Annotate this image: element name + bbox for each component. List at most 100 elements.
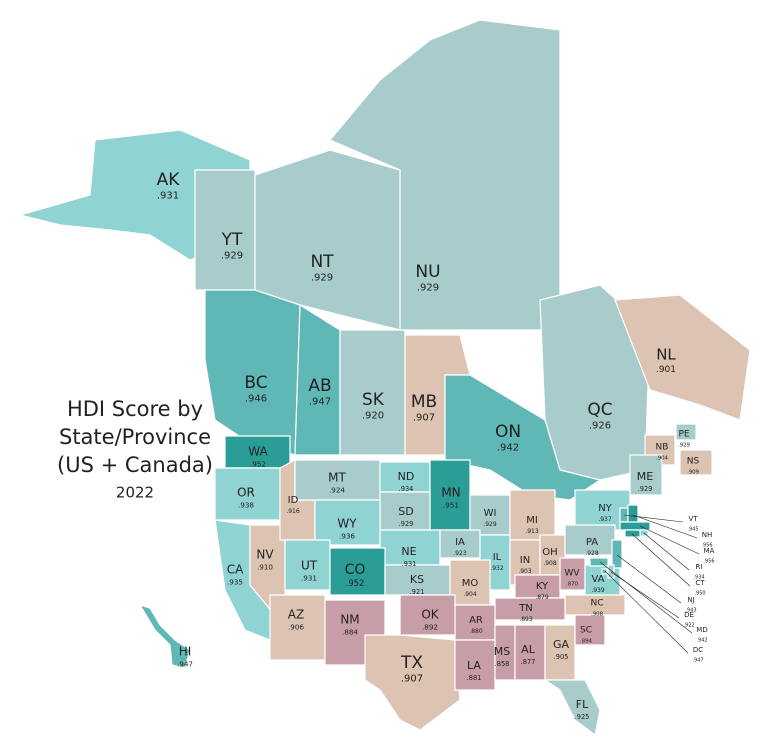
- region-code: ME: [637, 470, 653, 483]
- region: [17, 129, 251, 261]
- region-code: SC: [580, 626, 592, 636]
- region-code: DC: [693, 646, 703, 654]
- region-value: .922: [683, 622, 694, 628]
- region-code: SK: [362, 390, 385, 410]
- region-code: GA: [553, 638, 570, 651]
- region-code: CA: [227, 563, 244, 577]
- region-code: PE: [678, 430, 689, 440]
- region-code: KY: [536, 581, 549, 592]
- regions: [17, 19, 751, 737]
- region-code: WA: [248, 445, 268, 459]
- region-code: NE: [401, 545, 416, 558]
- region-value: .950: [694, 590, 705, 596]
- region-code: ID: [288, 495, 299, 506]
- region-code: AK: [157, 170, 181, 190]
- region: [614, 294, 751, 421]
- region-value: .945: [687, 526, 698, 532]
- region-value: .942: [497, 442, 519, 453]
- region: [607, 564, 615, 579]
- region-value: .893: [519, 616, 533, 623]
- region-code: MT: [328, 471, 346, 485]
- region-code: NL: [656, 346, 676, 364]
- region-value: .929: [483, 521, 497, 528]
- region-code: NS: [687, 457, 700, 467]
- region-value: .904: [463, 591, 477, 598]
- region-code: UT: [301, 559, 318, 573]
- region-code: QC: [587, 400, 612, 420]
- region-value: .939: [591, 587, 605, 594]
- region: [601, 568, 608, 575]
- region-code: ND: [398, 470, 415, 483]
- region-code: VA: [591, 574, 604, 585]
- region-code: KS: [410, 573, 424, 586]
- region-code: WV: [564, 569, 580, 579]
- region-value: .929: [311, 272, 333, 283]
- region-code: AL: [521, 643, 536, 656]
- region: [611, 539, 623, 569]
- region-code: SD: [398, 505, 413, 518]
- region: [138, 603, 191, 669]
- callout: [639, 525, 700, 555]
- region-value: .907: [401, 673, 423, 684]
- region: [629, 454, 663, 496]
- region-value: .938: [238, 501, 254, 510]
- region-code: AR: [469, 615, 483, 626]
- region-value: .910: [257, 563, 273, 572]
- region-value: .879: [535, 594, 549, 601]
- region-value: .947: [309, 396, 331, 407]
- callout: [599, 561, 693, 634]
- region-value: .913: [525, 528, 539, 535]
- title-line: State/Province: [59, 425, 211, 449]
- region-value: .880: [469, 628, 483, 635]
- region-code: RI: [696, 563, 703, 571]
- region-value: .942: [696, 637, 707, 643]
- region: [624, 529, 641, 538]
- region-code: WY: [337, 517, 357, 531]
- region: [589, 557, 609, 567]
- region-code: MI: [526, 515, 538, 526]
- region-value: .881: [467, 674, 482, 682]
- region-value: .932: [490, 565, 504, 572]
- region-value: .929: [638, 485, 653, 493]
- region: [619, 521, 651, 531]
- region: [364, 595, 461, 731]
- region-value: .956: [703, 558, 714, 564]
- region-code: MD: [696, 626, 707, 634]
- region-value: .925: [575, 713, 590, 721]
- region-value: .952: [346, 578, 365, 588]
- region-value: .894: [580, 638, 593, 644]
- region-code: TX: [400, 653, 423, 673]
- region-value: .921: [410, 588, 425, 596]
- region-code: AZ: [288, 608, 304, 622]
- region-value: .951: [443, 501, 459, 510]
- region-code: WI: [484, 508, 497, 519]
- region-value: .956: [701, 542, 712, 548]
- region-code: MB: [411, 392, 437, 412]
- region-code: TN: [518, 603, 533, 614]
- region-code: HI: [179, 645, 192, 659]
- region-code: FL: [576, 698, 589, 711]
- region-value: .870: [566, 581, 579, 587]
- region: [574, 614, 606, 646]
- region-code: VT: [688, 515, 698, 523]
- region-code: NT: [310, 252, 334, 272]
- region-code: NV: [256, 548, 274, 562]
- region-value: .934: [399, 485, 414, 493]
- region-value: .952: [250, 460, 266, 469]
- region-code: LA: [467, 659, 481, 672]
- region-value: .908: [591, 611, 604, 617]
- region-code: CT: [695, 579, 705, 587]
- region-code: NB: [656, 443, 669, 453]
- region-value: .929: [417, 282, 439, 293]
- region-value: .858: [495, 660, 510, 668]
- region-value: .946: [245, 393, 267, 404]
- title-line: (US + Canada): [57, 453, 213, 477]
- year: 2022: [116, 484, 154, 502]
- region-code: CO: [345, 562, 366, 578]
- region-code: NH: [702, 531, 713, 539]
- region-value: .931: [301, 574, 317, 583]
- region-value: .934: [693, 574, 704, 580]
- region-value: .907: [413, 412, 435, 423]
- region-value: .906: [288, 623, 304, 632]
